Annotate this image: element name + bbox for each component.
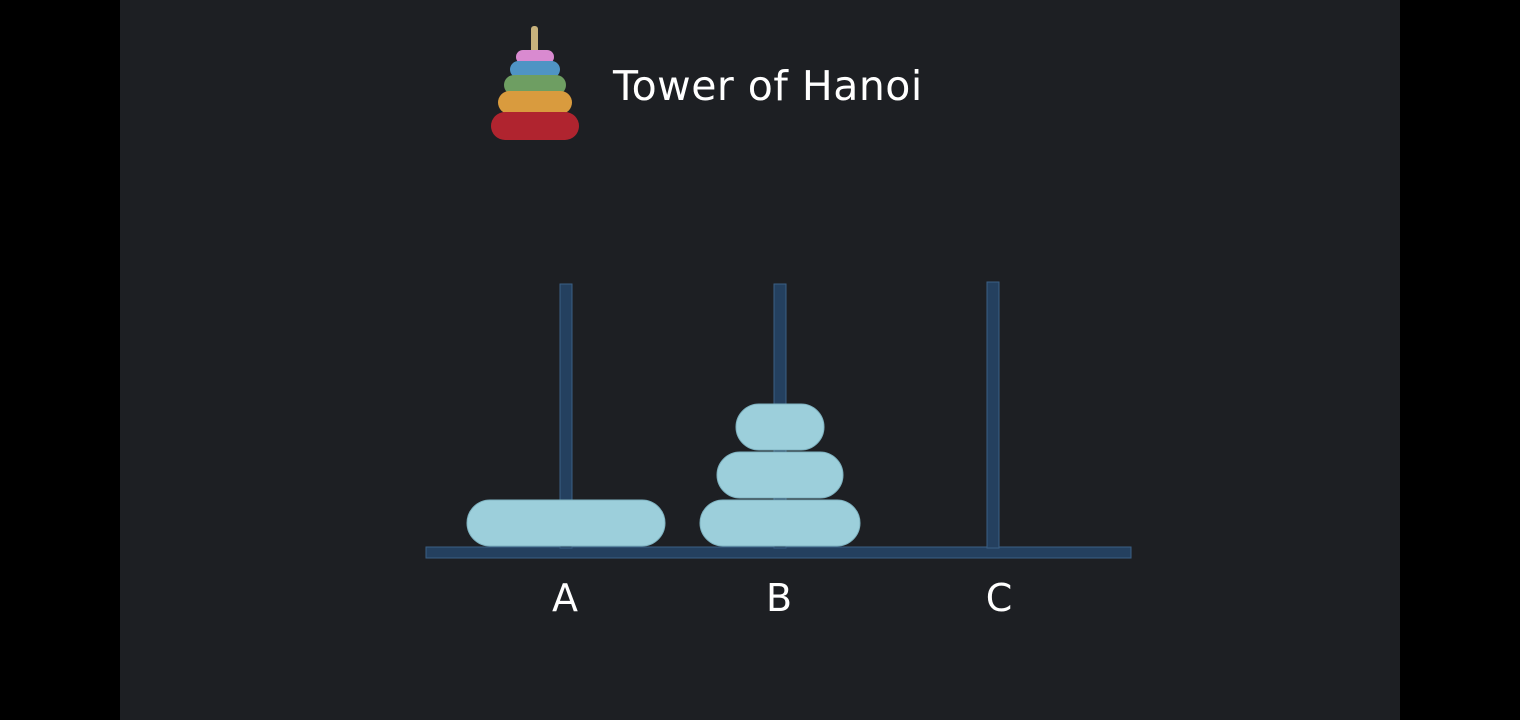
logo-pole [531,26,538,56]
disk-a-4[interactable] [466,499,666,547]
disk-b-3[interactable] [699,499,861,547]
tower-of-hanoi-logo-icon [491,26,579,140]
logo-ring [504,75,566,95]
letterbox-right [1400,0,1520,720]
video-frame: Tower of Hanoi A B C [120,0,1400,720]
disk-b-2[interactable] [716,451,844,499]
logo-ring [491,112,579,140]
hanoi-board [425,281,1132,559]
logo-ring [510,61,560,78]
logo-ring [498,91,572,114]
page-title: Tower of Hanoi [613,62,923,110]
peg-label-c: C [985,576,1013,620]
peg-label-a: A [552,576,578,620]
letterbox-left [0,0,120,720]
peg-label-b: B [765,576,793,620]
disk-b-1[interactable] [735,403,825,451]
peg-c [986,281,1000,549]
peg-a [559,283,573,549]
logo-ring [516,50,554,64]
board-base [425,546,1132,559]
